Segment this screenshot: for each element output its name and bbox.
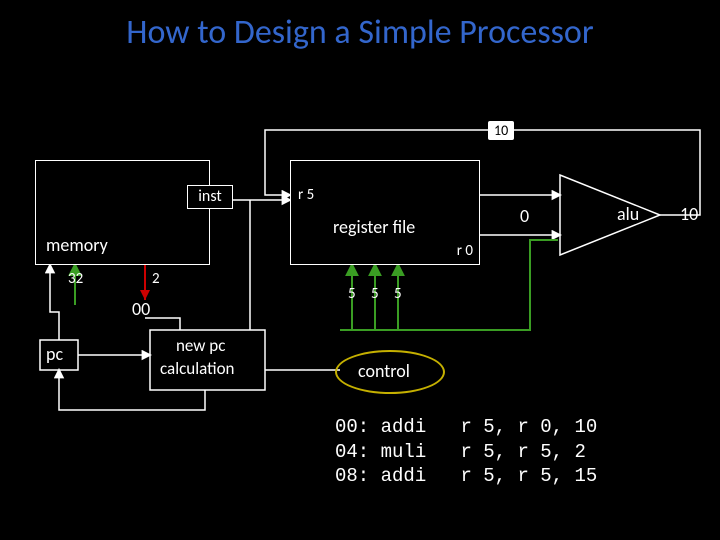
regfile-r0: r 0 [457,242,473,260]
alu-shape [560,175,660,255]
bus-val-3: 5 [394,285,402,303]
inst-box: inst [187,185,233,209]
adder-out: 00 [132,298,150,320]
control-label: control [358,360,410,382]
newpc-line2: calculation [160,358,234,379]
alu-in-zero: 0 [520,205,529,227]
memory-label: memory [46,234,108,256]
newpc-line1: new pc [176,335,225,356]
wire-pc-mem [50,265,59,340]
adder-plus: 2 [152,270,160,288]
pc-label: pc [46,343,63,365]
regfile-label: register file [333,216,415,238]
program-listing: 00: addi r 5, r 0, 10 04: muli r 5, r 5,… [335,415,597,489]
bus-val-2: 5 [371,285,379,303]
alu-out: 10 [680,203,698,225]
wire-adder-newpc [145,318,180,330]
mem-out-32: 32 [68,270,83,288]
feedback-value: 10 [488,121,514,140]
regfile-box: register file r 0 [290,160,480,265]
regfile-r5: r 5 [298,186,314,204]
bus-val-1: 5 [348,285,356,303]
memory-box: memory [35,160,210,265]
alu-label: alu [617,203,639,225]
